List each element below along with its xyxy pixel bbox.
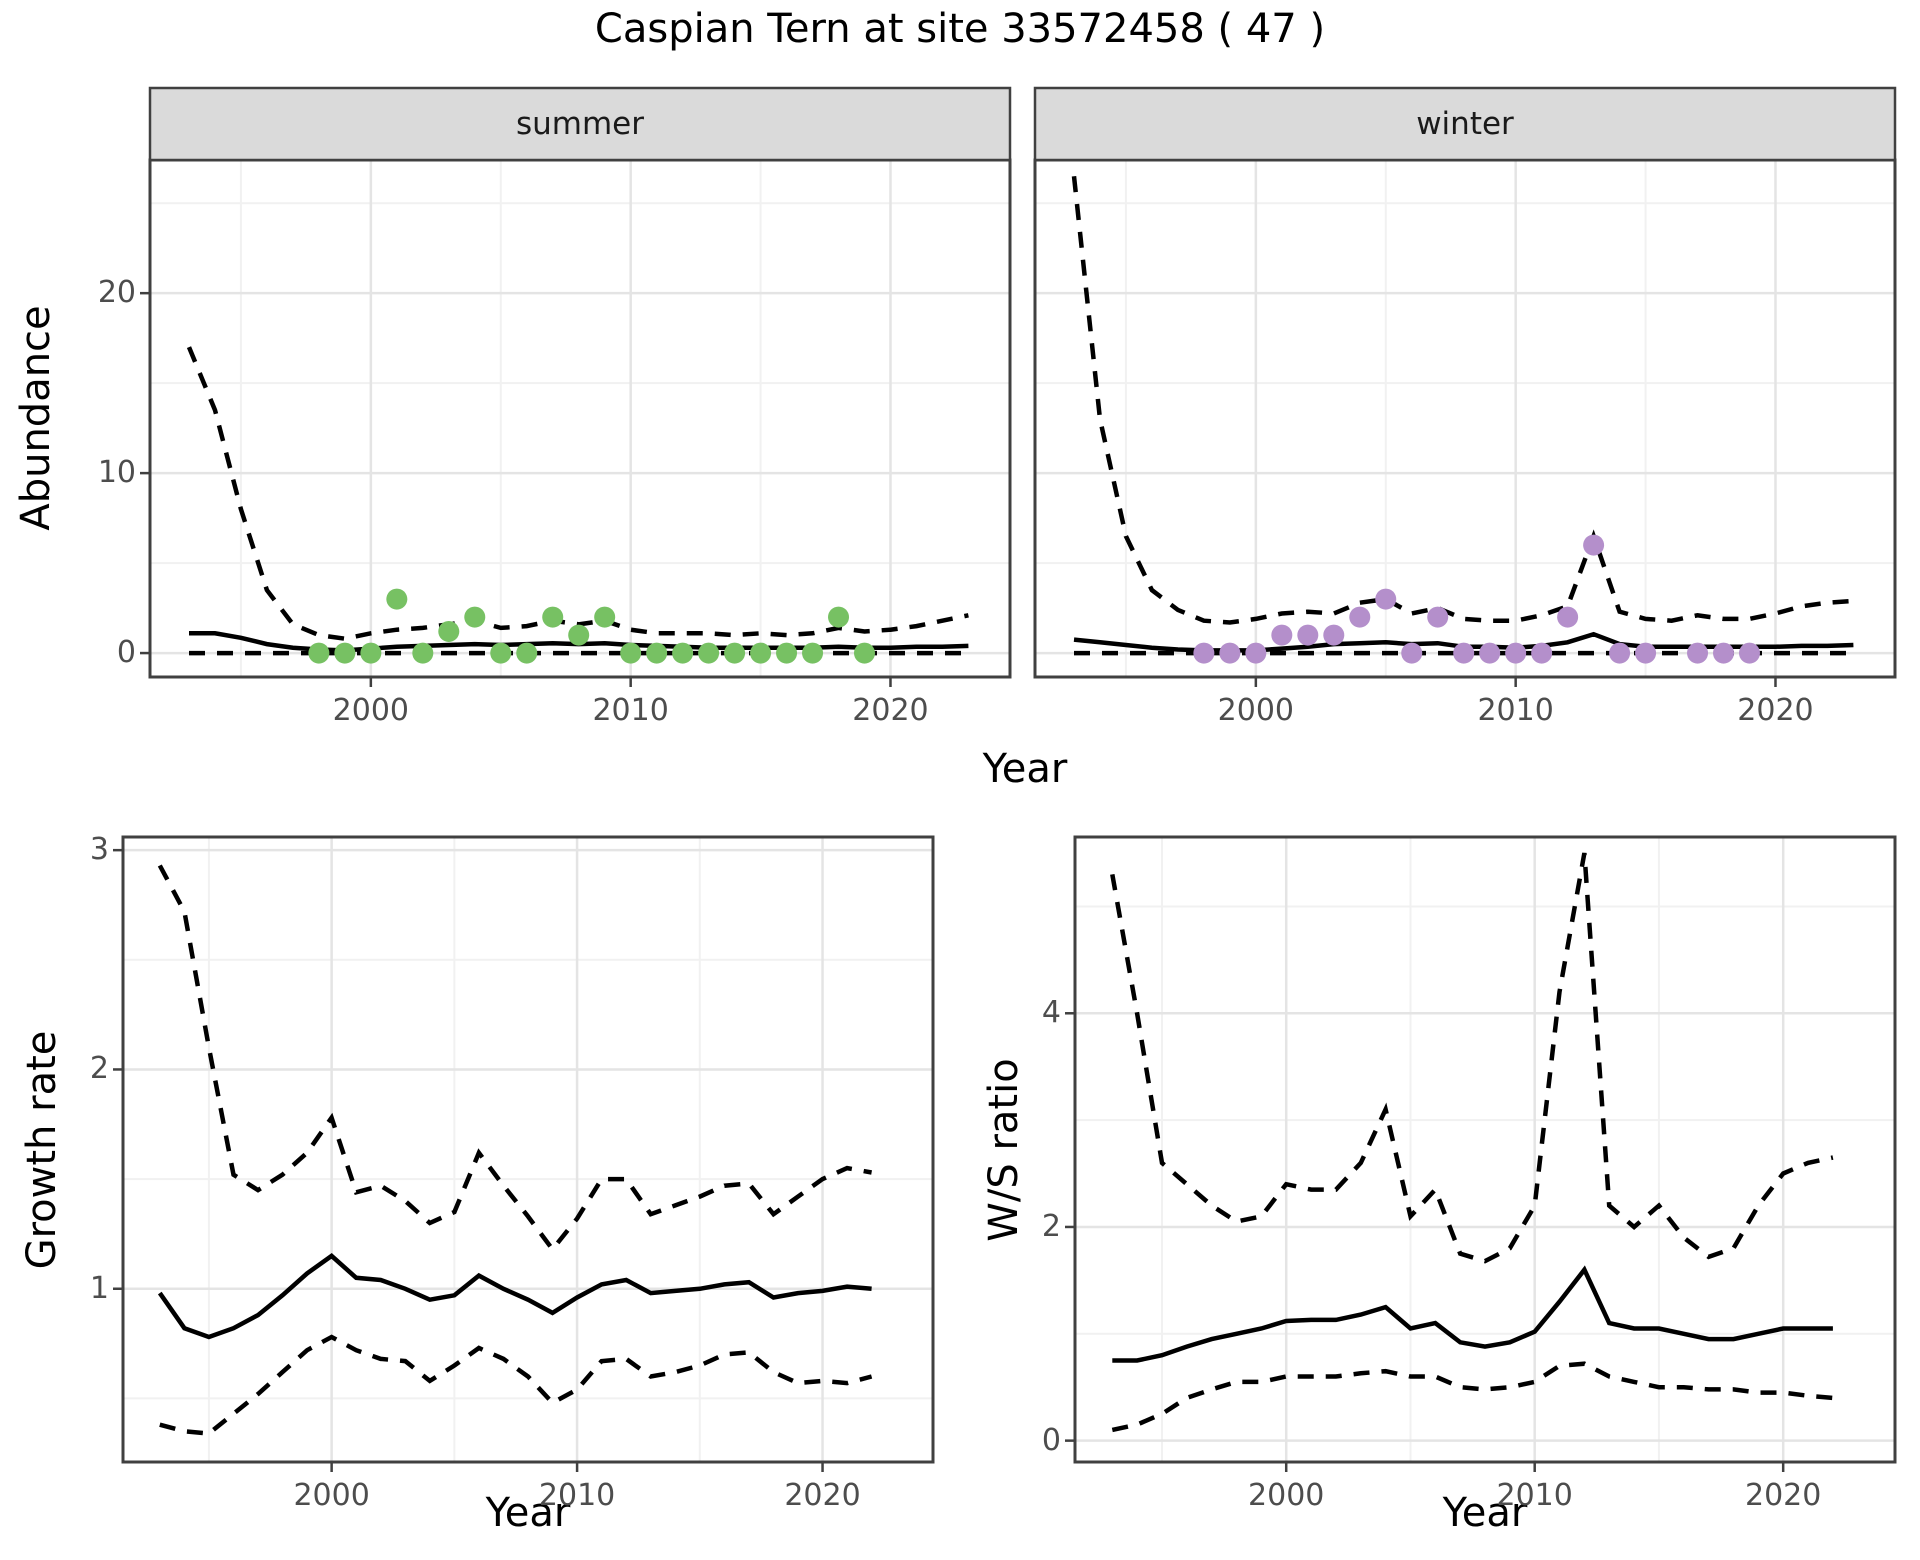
summer-data-point	[646, 642, 668, 664]
x-tick-label: 2010	[592, 693, 669, 728]
y-tick-label: 0	[1041, 1422, 1061, 1458]
x-tick-label: 2020	[1744, 1478, 1822, 1513]
y-tick-label: 10	[97, 455, 136, 491]
winter-data-point	[1583, 534, 1605, 556]
summer-data-point	[490, 642, 512, 664]
x-tick-label: 2000	[1217, 693, 1295, 728]
upper-ci-line	[1110, 852, 1834, 1264]
summer-data-point	[334, 642, 356, 664]
winter-data-point	[1687, 642, 1709, 664]
winter-data-point	[1427, 606, 1449, 628]
summer-data-point	[854, 642, 876, 664]
winter-data-point	[1193, 642, 1215, 664]
winter-data-point	[1323, 624, 1345, 646]
x-tick-label: 2020	[784, 1478, 861, 1513]
lower-ci-line	[159, 1334, 873, 1436]
summer-data-point	[464, 606, 486, 628]
summer-data-point	[698, 642, 720, 664]
x-tick-label: 2010	[538, 1478, 616, 1513]
winter-data-point	[1635, 642, 1657, 664]
winter-data-point	[1245, 642, 1267, 664]
winter-data-point	[1297, 624, 1319, 646]
winter-data-point	[1271, 624, 1293, 646]
winter-data-point	[1453, 642, 1475, 664]
winter-data-point	[1557, 606, 1579, 628]
x-axis-label-growth: Year	[485, 1490, 571, 1536]
y-tick-label: 20	[97, 275, 136, 311]
y-tick-label: 1	[89, 1270, 109, 1306]
summer-data-point	[438, 620, 460, 642]
x-axis-label-top: Year	[982, 746, 1068, 792]
winter-data-point	[1479, 642, 1501, 664]
panel-summer	[140, 86, 1012, 687]
y-tick-label: 0	[116, 635, 136, 671]
panel-winter	[1033, 86, 1897, 687]
winter-data-point	[1375, 588, 1397, 610]
median-line	[1112, 1265, 1833, 1363]
winter-data-point	[1401, 642, 1423, 664]
facet-strip-summer: summer	[515, 106, 644, 142]
summer-data-point	[620, 642, 642, 664]
upper-ci-line	[157, 864, 872, 1253]
summer-data-point	[802, 642, 824, 664]
x-tick-label: 2010	[1477, 693, 1554, 728]
upper-ci-line	[186, 346, 969, 641]
summer-data-point	[594, 606, 616, 628]
winter-data-point	[1531, 642, 1553, 664]
y-tick-label: 4	[1041, 995, 1061, 1031]
summer-data-point	[828, 606, 850, 628]
winter-data-point	[1349, 606, 1371, 628]
facet-strip-winter: winter	[1416, 106, 1514, 142]
x-tick-label: 2010	[1496, 1478, 1573, 1513]
median-line	[157, 1253, 872, 1340]
x-axis-label-ws: Year	[1442, 1490, 1528, 1536]
x-tick-label: 2000	[332, 693, 410, 728]
y-tick-label: 3	[89, 832, 109, 868]
summer-data-point	[750, 642, 772, 664]
facet-strip	[148, 86, 1012, 162]
summer-data-point	[516, 642, 538, 664]
lower-ci-line	[1111, 1361, 1834, 1433]
summer-data-point	[672, 642, 694, 664]
summer-data-point	[542, 606, 564, 628]
winter-data-point	[1219, 642, 1241, 664]
chart-title: Caspian Tern at site 33572458 ( 47 )	[594, 6, 1326, 52]
summer-data-point	[568, 624, 590, 646]
winter-data-point	[1739, 642, 1761, 664]
x-tick-label: 2000	[1248, 1478, 1325, 1513]
panel-border	[1073, 835, 1897, 1464]
winter-data-point	[1713, 642, 1735, 664]
summer-data-point	[724, 642, 746, 664]
summer-data-point	[776, 642, 798, 664]
facet-strip	[1033, 86, 1897, 162]
summer-data-point	[386, 588, 408, 610]
x-tick-label: 2020	[1737, 693, 1814, 728]
summer-data-point	[360, 642, 382, 664]
winter-data-point	[1609, 642, 1631, 664]
y-tick-label: 2	[1041, 1208, 1061, 1244]
summer-data-point	[412, 642, 434, 664]
panel-border	[121, 835, 935, 1464]
winter-data-point	[1505, 642, 1527, 664]
panel-growth	[113, 835, 935, 1472]
summer-data-point	[308, 642, 330, 664]
x-tick-label: 2000	[293, 1478, 370, 1513]
y-tick-label: 2	[89, 1051, 109, 1087]
upper-ci-line	[1071, 175, 1854, 625]
panel-ws	[1065, 835, 1897, 1472]
x-tick-label: 2020	[852, 693, 929, 728]
